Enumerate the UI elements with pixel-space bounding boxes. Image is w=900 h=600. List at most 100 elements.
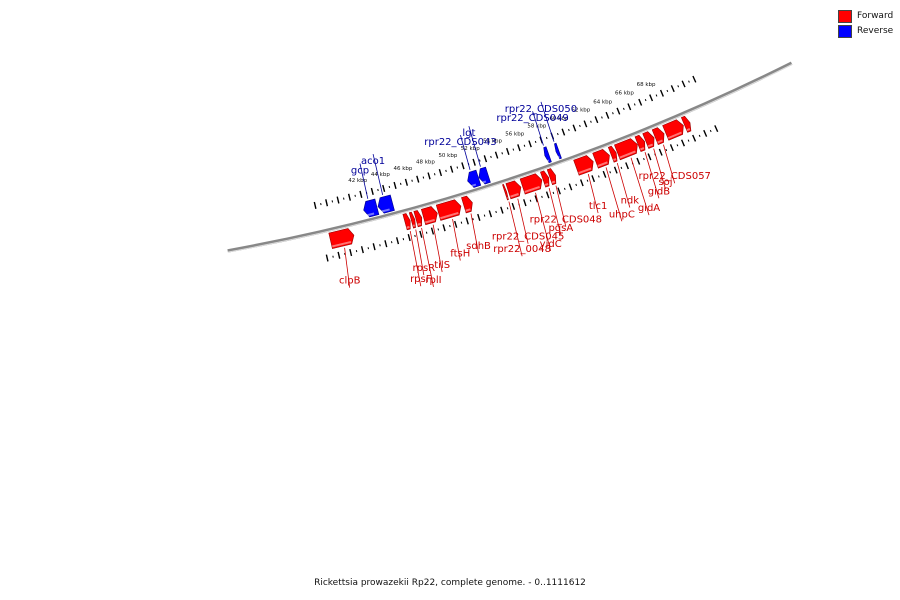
- gene-label-leader: [344, 247, 351, 288]
- gene-forward-ndk[interactable]: [607, 145, 618, 163]
- axis-major-tick: [534, 195, 539, 203]
- axis-major-tick: [472, 158, 476, 166]
- gene-reverse-gcp[interactable]: [363, 198, 380, 218]
- gene-highlight: [417, 222, 422, 226]
- axis-minor-tick: [456, 166, 459, 169]
- gene-reverse-aco1[interactable]: [377, 194, 395, 214]
- gene-label-leader: [605, 167, 623, 222]
- axis-major-tick: [393, 181, 397, 189]
- axis-major-tick: [359, 190, 363, 198]
- gene-highlight: [544, 183, 549, 186]
- genome-backbone: [227, 61, 793, 253]
- axis-major-tick: [454, 220, 458, 228]
- axis-major-tick: [692, 75, 697, 83]
- gene-reverse-rpr22_cds049[interactable]: [543, 146, 552, 164]
- axis-major-tick: [449, 165, 454, 173]
- gene-label-leader: [460, 135, 471, 170]
- axis-minor-tick: [677, 85, 680, 88]
- gene-label-leader: [517, 198, 529, 244]
- axis-minor-tick: [495, 210, 497, 214]
- gene-label-leader: [432, 224, 443, 273]
- gene-highlight: [524, 185, 540, 193]
- gene-reverse-rpr22_cds050[interactable]: [554, 142, 562, 160]
- axis-major-tick: [337, 251, 341, 259]
- axis-minor-tick: [472, 218, 474, 221]
- gene-forward-sdhb[interactable]: [461, 195, 473, 214]
- gene-highlight: [365, 212, 375, 217]
- gene-highlight: [639, 147, 645, 151]
- axis-minor-tick: [425, 231, 428, 234]
- axis-major-tick: [670, 85, 675, 93]
- axis-minor-tick: [445, 169, 447, 173]
- gene-forward-rpli[interactable]: [413, 210, 423, 228]
- gene-forward-rpr22_cds045[interactable]: [505, 180, 522, 200]
- axis-major-tick: [325, 254, 329, 262]
- axis-minor-tick: [506, 207, 509, 210]
- gene-forward-yidc[interactable]: [519, 173, 543, 195]
- axis-tick-label: 64 kbp: [593, 99, 612, 105]
- gene-forward-rpsr[interactable]: [408, 211, 416, 229]
- axis-major-tick: [382, 184, 386, 193]
- axis-minor-tick: [688, 80, 690, 83]
- axis-major-tick: [477, 213, 481, 221]
- gene-highlight: [331, 240, 352, 248]
- gene-forward-gidb[interactable]: [634, 134, 646, 153]
- axis-minor-tick: [399, 182, 402, 185]
- gene-highlight: [686, 128, 691, 132]
- gene-forward-unnamed[interactable]: [662, 119, 684, 141]
- gene-label-rpr22_cds045: rpr22_CDS045: [492, 232, 564, 243]
- axis-tick-label: 44 kbp: [371, 172, 390, 178]
- axis-major-tick: [561, 128, 566, 136]
- gene-forward-gida[interactable]: [614, 138, 638, 161]
- gene-label-leader: [372, 153, 384, 196]
- gene-label-leader: [535, 192, 552, 252]
- gene-forward-rpr22_cds048[interactable]: [546, 168, 557, 186]
- gene-forward-rpsf[interactable]: [402, 213, 411, 231]
- gene-reverse-rpr22_cds043[interactable]: [467, 169, 482, 188]
- axis-minor-tick: [579, 124, 581, 128]
- gene-forward-ftsh[interactable]: [435, 199, 462, 221]
- gene-forward-tils[interactable]: [420, 206, 438, 226]
- axis-minor-tick: [529, 199, 532, 202]
- gene-label-leader: [548, 187, 562, 235]
- gene-label-leader: [587, 173, 599, 214]
- axis-major-tick: [703, 129, 708, 137]
- gene-label-rpr22_cds043: rpr22_CDS043: [424, 137, 496, 148]
- gene-forward-uhpc[interactable]: [592, 149, 610, 169]
- gene-forward-tlc1[interactable]: [573, 155, 594, 176]
- gene-highlight: [613, 158, 617, 161]
- axis-minor-tick: [541, 195, 543, 198]
- gene-label-uhpc: uhpC: [609, 209, 635, 220]
- axis-major-tick: [613, 166, 618, 174]
- axis-major-tick: [372, 243, 376, 251]
- gene-label-leader: [644, 152, 660, 199]
- gene-highlight: [551, 180, 556, 184]
- axis-minor-tick: [437, 228, 440, 231]
- axis-minor-tick: [490, 155, 492, 159]
- axis-major-tick: [416, 175, 420, 183]
- gene-label-leader: [616, 162, 631, 208]
- gene-forward-pgsa[interactable]: [540, 170, 550, 188]
- axis-major-tick: [517, 144, 521, 152]
- axis-major-tick: [594, 116, 599, 124]
- axis-tick-label: 52 kbp: [461, 146, 480, 152]
- axis-major-tick: [583, 120, 588, 128]
- axis-minor-tick: [698, 134, 701, 137]
- gene-highlight: [465, 208, 471, 212]
- axis-tick-label: 46 kbp: [393, 166, 412, 172]
- gene-forward-rpr22_cds057[interactable]: [651, 127, 665, 146]
- gene-highlight: [647, 143, 654, 148]
- gene-forward-rpr22_0048[interactable]: [502, 184, 509, 201]
- axis-major-tick: [658, 148, 663, 156]
- axis-minor-tick: [512, 148, 515, 151]
- gene-forward-clpb[interactable]: [328, 228, 355, 249]
- axis-major-tick: [539, 136, 544, 144]
- axis-major-tick: [494, 151, 499, 159]
- gene-forward-unnamed[interactable]: [680, 115, 692, 133]
- gene-reverse-lgt[interactable]: [478, 166, 491, 185]
- axis-minor-tick: [644, 98, 647, 102]
- gene-forward-soj[interactable]: [642, 131, 655, 149]
- axis-major-tick: [568, 183, 573, 191]
- axis-minor-tick: [655, 94, 658, 97]
- axis-major-tick: [430, 227, 435, 235]
